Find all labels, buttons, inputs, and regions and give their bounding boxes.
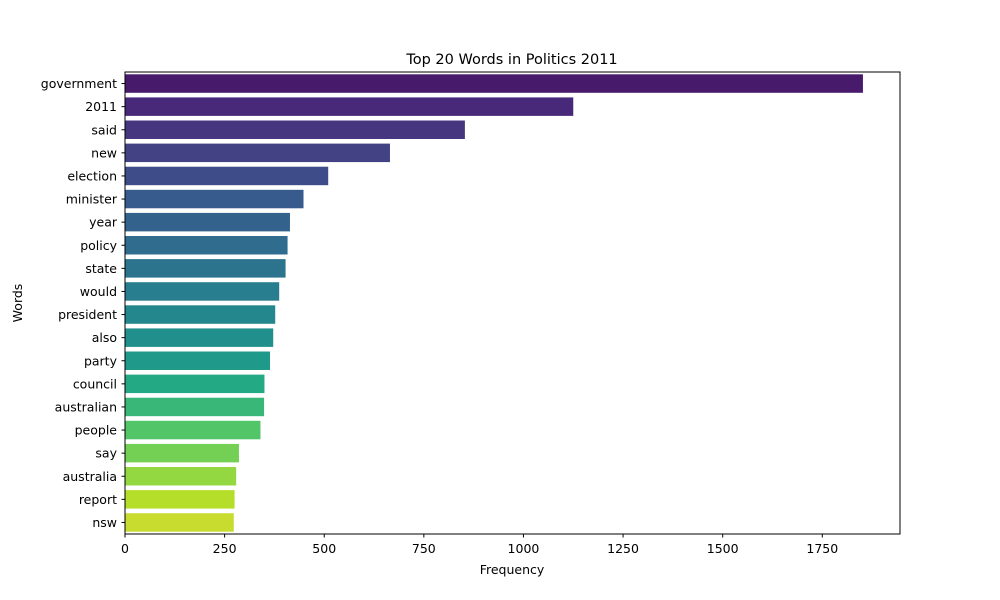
bar-government bbox=[125, 74, 863, 93]
y-tick-label: council bbox=[73, 376, 117, 391]
bar-president bbox=[125, 305, 276, 324]
bar-election bbox=[125, 166, 329, 186]
bar-2011 bbox=[125, 97, 574, 116]
x-tick-label: 750 bbox=[412, 541, 436, 556]
y-tick-label: nsw bbox=[92, 515, 117, 530]
y-tick-label: new bbox=[91, 145, 117, 160]
y-tick-label: minister bbox=[66, 192, 118, 207]
y-tick-label: election bbox=[67, 168, 117, 183]
plot-frame bbox=[124, 71, 901, 535]
y-tick-label: year bbox=[89, 215, 118, 230]
y-tick-label: 2011 bbox=[85, 99, 117, 114]
bar-nsw bbox=[125, 513, 234, 532]
x-tick-label: 1500 bbox=[707, 541, 739, 556]
bar-would bbox=[125, 282, 280, 301]
y-tick-label: australia bbox=[63, 469, 117, 484]
y-tick-label: president bbox=[58, 307, 117, 322]
bar-said bbox=[125, 120, 465, 139]
chart-title: Top 20 Words in Politics 2011 bbox=[405, 52, 617, 68]
x-axis-ticks: 0 250 500 750 1000 1250 1500 1750 bbox=[121, 534, 838, 556]
y-axis-label: Words bbox=[10, 284, 25, 323]
y-tick-label: people bbox=[75, 423, 118, 438]
y-tick-label: policy bbox=[80, 238, 117, 253]
bar-policy bbox=[125, 236, 288, 255]
y-tick-label: say bbox=[95, 446, 117, 461]
bar-new bbox=[125, 143, 390, 163]
x-tick-label: 1000 bbox=[508, 541, 540, 556]
y-tick-label: would bbox=[80, 284, 117, 299]
x-tick-label: 250 bbox=[213, 541, 237, 556]
bar-council bbox=[125, 374, 265, 394]
bar-say bbox=[125, 443, 239, 463]
bar-minister bbox=[125, 189, 304, 209]
bar-year bbox=[125, 212, 290, 232]
y-tick-label: also bbox=[92, 330, 117, 345]
y-tick-label: report bbox=[79, 492, 117, 507]
x-tick-label: 1750 bbox=[806, 541, 838, 556]
bar-state bbox=[125, 259, 286, 278]
x-tick-label: 500 bbox=[312, 541, 336, 556]
bar-australia bbox=[125, 467, 237, 486]
bars-layer bbox=[125, 74, 863, 532]
bar-report bbox=[125, 490, 235, 509]
x-axis-label: Frequency bbox=[480, 562, 545, 577]
y-tick-label: government bbox=[41, 76, 117, 91]
x-tick-label: 1250 bbox=[607, 541, 639, 556]
bar-party bbox=[125, 351, 271, 370]
bar-australian bbox=[125, 397, 265, 417]
y-tick-label: said bbox=[91, 122, 117, 137]
y-tick-label: state bbox=[85, 261, 117, 276]
y-tick-label: australian bbox=[55, 399, 117, 414]
y-tick-label: party bbox=[84, 353, 118, 368]
x-tick-label: 0 bbox=[121, 541, 129, 556]
bar-also bbox=[125, 328, 274, 347]
bar-people bbox=[125, 420, 261, 440]
y-axis-ticks: government 2011 said new election minister yea… bbox=[41, 76, 125, 530]
